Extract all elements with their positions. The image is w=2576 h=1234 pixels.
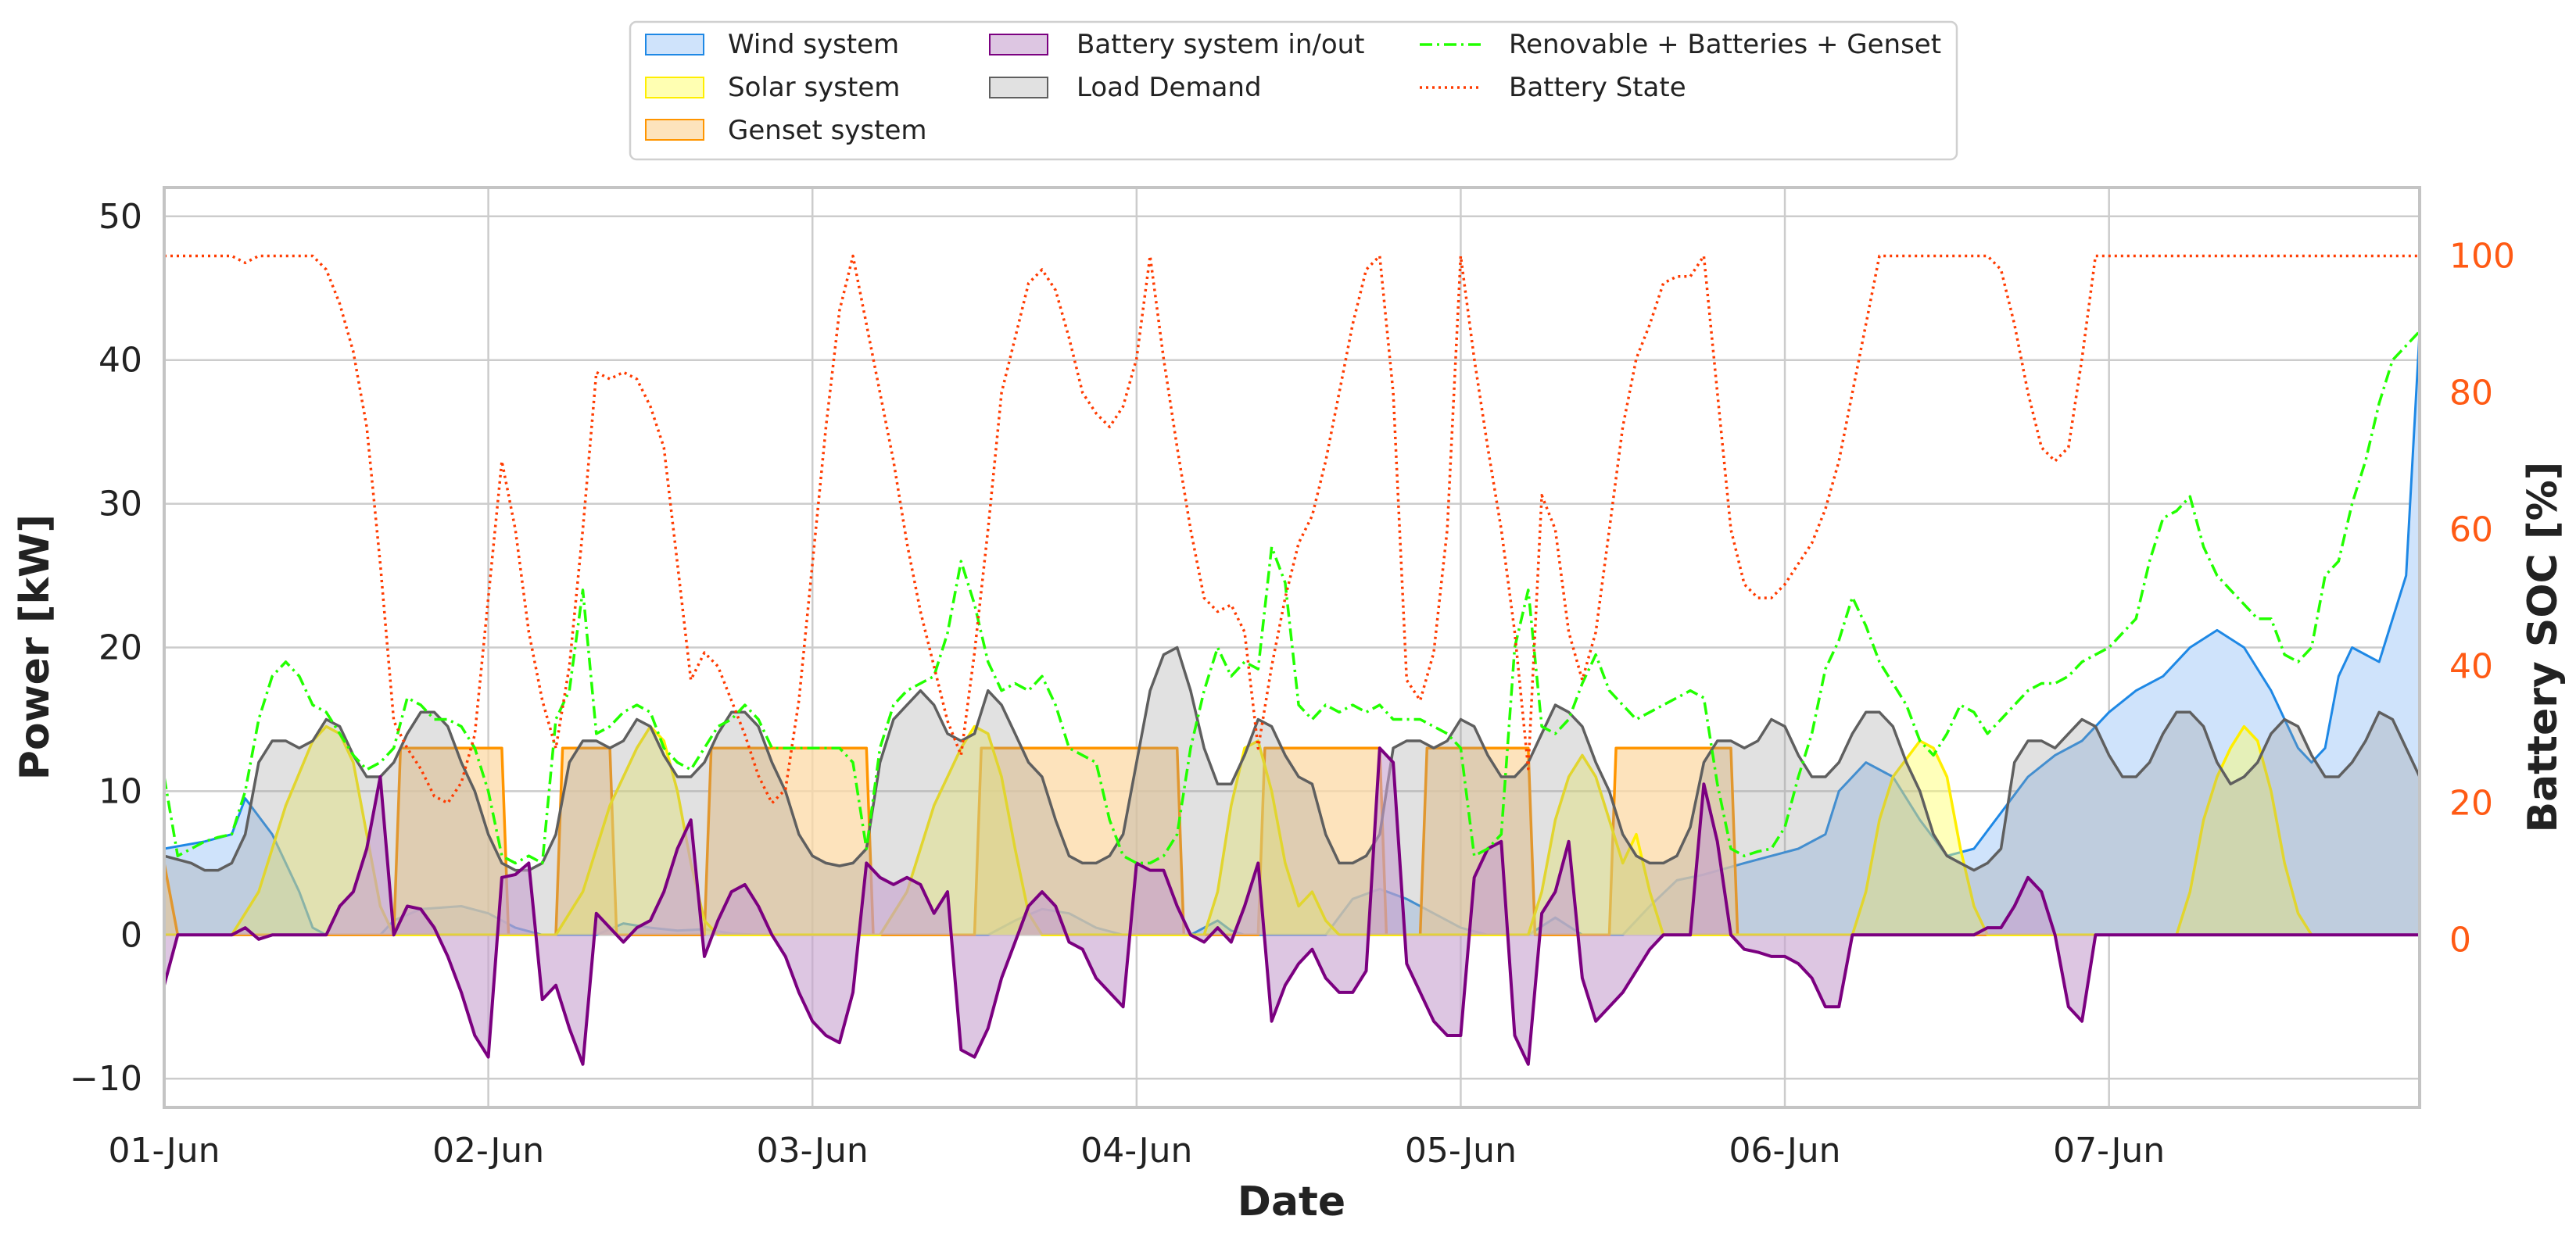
x-tick-label: 06-Jun — [1729, 1131, 1841, 1171]
x-tick-label: 01-Jun — [108, 1131, 220, 1171]
legend-label-genset: Genset system — [728, 115, 927, 146]
y2-axis-title: Battery SOC [%] — [2520, 462, 2567, 833]
y-axis-right: 0 20 40 60 80 100 — [2449, 237, 2515, 960]
x-tick-label: 04-Jun — [1080, 1131, 1192, 1171]
legend-label-battery: Battery system in/out — [1077, 29, 1365, 60]
line-solar — [164, 724, 2420, 937]
soc-tick-label: 0 — [2449, 921, 2471, 960]
soc-tick-label: 80 — [2449, 374, 2493, 413]
y-tick-label: 30 — [99, 485, 142, 524]
legend-label-solar: Solar system — [728, 72, 900, 103]
legend-box — [629, 20, 1958, 161]
legend: Wind system Solar system Genset system B… — [629, 20, 1958, 161]
x-axis-title: Date — [1238, 1179, 1345, 1225]
y-axis-left: −10 0 10 20 30 40 50 — [70, 197, 142, 1099]
legend-patch-wind — [645, 34, 704, 55]
soc-tick-label: 100 — [2449, 237, 2515, 277]
legend-label-soc: Battery State — [1509, 72, 1686, 103]
x-axis: 01-Jun 02-Jun 03-Jun 04-Jun 05-Jun 06-Ju… — [108, 1131, 2165, 1171]
legend-patch-load — [989, 77, 1048, 98]
y-tick-label: 0 — [120, 915, 142, 955]
y-tick-label: 10 — [99, 771, 142, 811]
soc-tick-label: 60 — [2449, 510, 2493, 550]
legend-patch-battery — [989, 34, 1048, 55]
x-tick-label: 07-Jun — [2053, 1131, 2165, 1171]
series-layer — [163, 254, 2421, 1066]
soc-tick-label: 40 — [2449, 647, 2493, 687]
y-tick-label: 20 — [99, 628, 142, 668]
y-tick-label: 50 — [99, 197, 142, 237]
legend-label-load: Load Demand — [1077, 72, 1262, 103]
legend-label-wind: Wind system — [728, 29, 899, 60]
area-solar — [164, 726, 2420, 935]
line-load — [163, 646, 2421, 872]
area-genset — [164, 748, 2420, 935]
series-load — [163, 646, 2421, 935]
soc-tick-label: 20 — [2449, 784, 2493, 824]
series-battery — [163, 746, 2420, 1066]
line-total — [163, 330, 2421, 865]
legend-patch-genset — [645, 119, 704, 141]
x-tick-label: 03-Jun — [757, 1131, 869, 1171]
x-tick-label: 05-Jun — [1405, 1131, 1517, 1171]
area-wind — [164, 331, 2420, 935]
legend-label-total: Renovable + Batteries + Genset — [1509, 29, 1941, 60]
line-soc — [164, 254, 2420, 805]
x-tick-label: 02-Jun — [432, 1131, 544, 1171]
line-battery — [163, 746, 2420, 1066]
y-tick-label: 40 — [99, 341, 142, 381]
series-solar — [164, 724, 2420, 937]
legend-patch-solar — [645, 77, 704, 98]
y-axis-title: Power [kW] — [12, 514, 59, 780]
plot-frame — [163, 186, 2421, 1109]
y-tick-label: −10 — [70, 1059, 142, 1099]
